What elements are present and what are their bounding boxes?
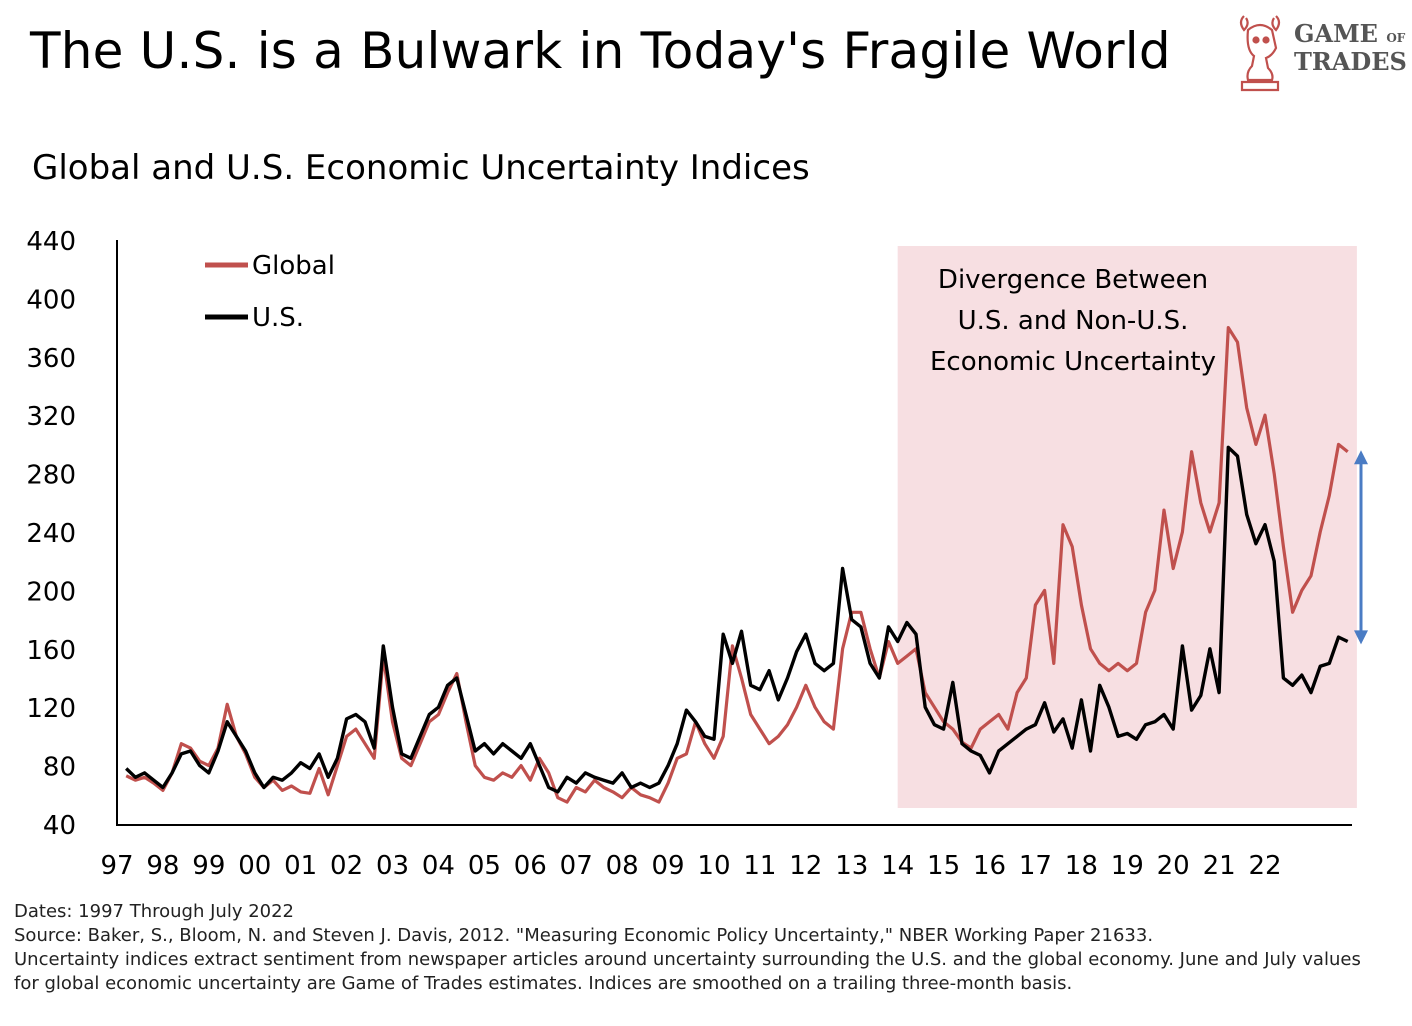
footnote-estimates: for global economic uncertainty are Game…	[14, 973, 1073, 994]
x-tick-label: 03	[376, 851, 409, 881]
y-tick-label: 440	[26, 227, 76, 257]
x-tick-label: 14	[881, 851, 914, 881]
y-tick-label: 240	[26, 519, 76, 549]
y-tick-label: 80	[43, 753, 76, 783]
game-of-trades-logo: GAME OF TRADES	[1232, 8, 1407, 100]
annotation-line: U.S. and Non-U.S.	[958, 306, 1189, 336]
footnote-methodology: Uncertainty indices extract sentiment fr…	[14, 949, 1361, 970]
footnote-dates: Dates: 1997 Through July 2022	[14, 901, 295, 922]
annotation-line: Divergence Between	[938, 265, 1208, 295]
x-tick-label: 22	[1248, 851, 1281, 881]
x-tick-label: 11	[743, 851, 776, 881]
uncertainty-line-chart: 40 80 120 160 200 240 280 320 360 400 440 97 98 99 00 0…	[26, 227, 1368, 881]
y-tick-label: 120	[26, 694, 76, 724]
y-tick-label: 320	[26, 402, 76, 432]
y-tick-label: 200	[26, 577, 76, 607]
y-tick-label: 280	[26, 461, 76, 491]
series-line-global	[125, 326, 1349, 804]
x-tick-label: 12	[789, 851, 822, 881]
page-title: The U.S. is a Bulwark in Today's Fragile…	[30, 22, 1171, 80]
y-tick-label: 400	[26, 285, 76, 315]
x-tick-label: 01	[284, 851, 317, 881]
x-tick-label: 02	[330, 851, 363, 881]
legend-label: U.S.	[252, 303, 304, 333]
legend-label: Global	[252, 251, 335, 281]
x-tick-label: 08	[606, 851, 639, 881]
x-tick-label: 20	[1157, 851, 1190, 881]
x-tick-label: 19	[1111, 851, 1144, 881]
x-tick-label: 09	[652, 851, 685, 881]
x-tick-label: 98	[146, 851, 179, 881]
x-tick-label: 05	[468, 851, 501, 881]
footnote-source: Source: Baker, S., Bloom, N. and Steven …	[14, 925, 1154, 946]
bull-chess-knight-icon	[1239, 15, 1281, 92]
logo-wordmark: GAME OF TRADES	[1294, 19, 1407, 76]
x-tick-label: 16	[973, 851, 1006, 881]
x-tick-label: 07	[560, 851, 593, 881]
divergence-arrow-head-down	[1354, 630, 1368, 645]
x-tick-label: 21	[1203, 851, 1236, 881]
x-tick-label: 06	[514, 851, 547, 881]
x-tick-label: 97	[100, 851, 133, 881]
x-tick-label: 10	[697, 851, 730, 881]
x-tick-label: 13	[835, 851, 868, 881]
x-tick-label: 00	[238, 851, 271, 881]
x-tick-label: 18	[1065, 851, 1098, 881]
x-tick-label: 15	[927, 851, 960, 881]
x-tick-label: 17	[1019, 851, 1052, 881]
y-tick-label: 360	[26, 344, 76, 374]
y-tick-label: 40	[43, 811, 76, 841]
chart-footnotes: Dates: 1997 Through July 2022 Source: Ba…	[14, 900, 1404, 996]
series-line-us	[125, 445, 1349, 794]
chart-subtitle: Global and U.S. Economic Uncertainty Ind…	[32, 148, 810, 188]
y-tick-label: 160	[26, 636, 76, 666]
x-tick-label: 04	[422, 851, 455, 881]
divergence-arrow-head-up	[1354, 450, 1368, 465]
annotation-line: Economic Uncertainty	[930, 347, 1216, 377]
x-tick-label: 99	[192, 851, 225, 881]
